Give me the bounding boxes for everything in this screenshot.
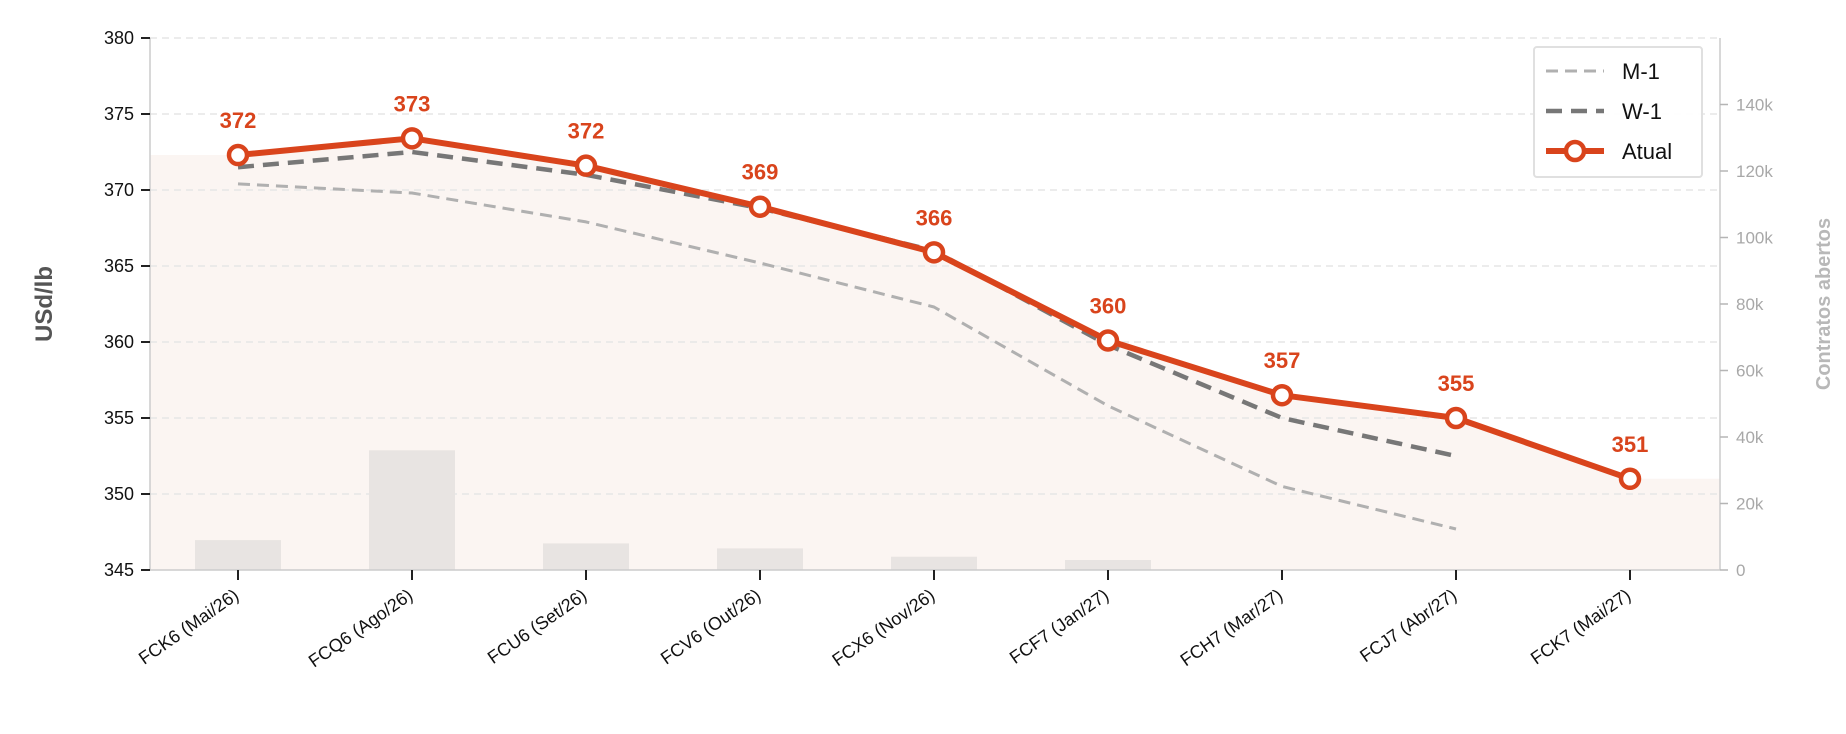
open-interest-bar	[369, 450, 455, 570]
x-tick-label: FCJ7 (Abr/27)	[1356, 585, 1460, 666]
area-fill	[150, 138, 1720, 570]
x-tick-label: FCK6 (Mai/26)	[135, 585, 242, 669]
data-label: 351	[1612, 432, 1649, 457]
legend-label: Atual	[1622, 139, 1672, 164]
open-interest-bar	[543, 543, 629, 570]
open-interest-bar	[891, 556, 977, 570]
plot-background-fill	[150, 138, 1720, 570]
series-point-atual	[1096, 329, 1120, 352]
x-tick-label: FCF7 (Jan/27)	[1006, 585, 1113, 668]
series-point-atual	[1618, 467, 1642, 491]
x-tick-label: FCK7 (Mai/27)	[1527, 585, 1634, 669]
y2-tick-label: 100k	[1736, 229, 1773, 248]
y2-tick-label: 140k	[1736, 96, 1773, 115]
x-tick-label: FCV6 (Out/26)	[657, 585, 764, 669]
x-tick-label: FCH7 (Mar/27)	[1177, 585, 1287, 670]
legend-marker-atual	[1563, 139, 1587, 163]
x-tick-label: FCX6 (Nov/26)	[828, 585, 938, 670]
legend: M-1 W-1 Atual	[1533, 46, 1703, 178]
series-lines	[226, 127, 1642, 531]
y2-tick-label: 0	[1736, 561, 1745, 580]
legend-label: M-1	[1622, 59, 1660, 84]
y-tick-label: 360	[104, 332, 134, 352]
y2-tick-label: 80k	[1736, 295, 1764, 314]
series-point-atual	[1270, 383, 1294, 407]
series-point-atual	[226, 143, 250, 167]
data-label: 355	[1438, 371, 1475, 396]
y-tick-label: 345	[104, 560, 134, 580]
y-axis-title: USd/lb	[31, 266, 58, 342]
data-label: 357	[1264, 348, 1301, 373]
open-interest-bar	[717, 548, 803, 570]
series-line-m-1	[237, 182, 1457, 531]
series-point-atual	[400, 127, 424, 150]
series-line-w-1	[237, 149, 1457, 459]
y2-axis-title: Contratos abertos	[1813, 218, 1835, 390]
data-label: 366	[916, 205, 953, 230]
data-label: 372	[568, 119, 605, 144]
series-point-atual	[1444, 406, 1468, 430]
open-interest-bar	[1065, 560, 1151, 570]
y-tick-label: 375	[104, 104, 134, 124]
series-point-atual	[574, 154, 598, 177]
y2-tick-label: 40k	[1736, 428, 1764, 447]
y-tick-label: 355	[104, 408, 134, 428]
legend-label: W-1	[1622, 99, 1662, 124]
y-tick-label: 370	[104, 180, 134, 200]
data-label: 373	[394, 91, 431, 116]
y-tick-label: 365	[104, 256, 134, 276]
open-interest-bars	[195, 450, 1151, 570]
data-label: 369	[742, 160, 779, 185]
series-point-atual	[922, 241, 946, 264]
series-point-atual	[748, 195, 772, 218]
data-label: 360	[1090, 293, 1127, 318]
y2-tick-label: 60k	[1736, 362, 1764, 381]
open-interest-bar	[195, 540, 281, 570]
data-labels: 372 373 372 369 366 360 357 355 351	[220, 91, 1649, 456]
data-label: 372	[220, 108, 257, 133]
y-tick-label: 350	[104, 484, 134, 504]
x-tick-label: FCQ6 (Ago/26)	[305, 585, 416, 671]
y-tick-label: 380	[104, 28, 134, 48]
y2-tick-label: 20k	[1736, 495, 1764, 514]
y2-tick-label: 120k	[1736, 162, 1773, 181]
x-tick-label: FCU6 (Set/26)	[484, 585, 591, 668]
